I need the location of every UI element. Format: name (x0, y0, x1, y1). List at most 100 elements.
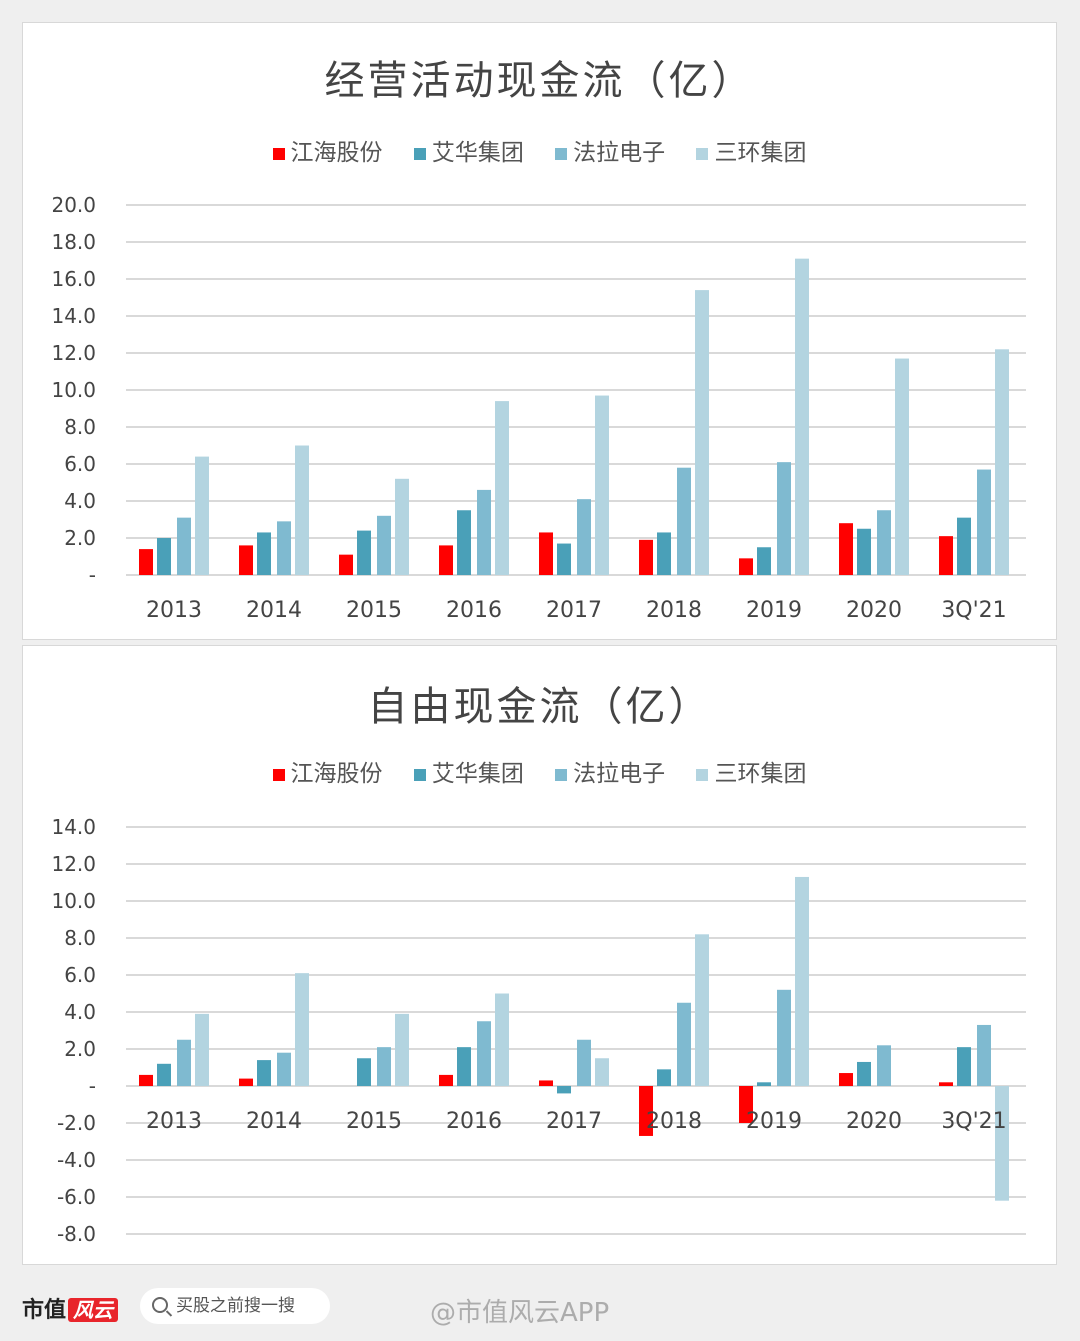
y-tick-label: 14.0 (51, 304, 96, 328)
y-tick-label: 10.0 (51, 378, 96, 402)
x-tick-label: 2019 (746, 598, 802, 623)
bar-法拉电子 (577, 499, 591, 575)
legend-item: 法拉电子 (555, 133, 665, 167)
bar-法拉电子 (477, 489, 491, 575)
y-tick-label: -8.0 (57, 1222, 96, 1246)
bar-三环集团 (295, 973, 309, 1086)
bar-三环集团 (195, 456, 209, 575)
bar-艾华集团 (757, 547, 771, 575)
bar-艾华集团 (857, 528, 871, 575)
chart-title: 自由现金流（亿） (367, 684, 712, 730)
bar-法拉电子 (777, 989, 791, 1086)
bar-艾华集团 (957, 1047, 971, 1086)
bar-艾华集团 (557, 543, 571, 575)
bar-艾华集团 (257, 1060, 271, 1086)
x-tick-label: 2019 (746, 1109, 802, 1134)
bar-江海股份 (839, 1073, 853, 1086)
y-tick-label: -6.0 (57, 1185, 96, 1209)
y-tick-label: 10.0 (51, 889, 96, 913)
y-tick-label: 12.0 (51, 341, 96, 365)
bar-三环集团 (195, 1013, 209, 1086)
bar-法拉电子 (977, 1024, 991, 1086)
legend-swatch (413, 148, 426, 160)
legend-label: 三环集团 (714, 140, 807, 166)
logo: 市值 风云 (22, 1292, 119, 1324)
legend-label: 艾华集团 (431, 140, 524, 166)
bar-法拉电子 (177, 517, 191, 575)
legend-item: 法拉电子 (555, 754, 665, 788)
bar-江海股份 (239, 545, 253, 575)
logo-text: 市值 (22, 1297, 67, 1323)
bar-江海股份 (139, 549, 153, 575)
x-tick-label: 2016 (446, 1109, 502, 1134)
bar-法拉电子 (877, 1045, 891, 1086)
bar-法拉电子 (677, 467, 691, 575)
chart-legend: 江海股份 艾华集团 法拉电子 三环集团 (23, 133, 1056, 167)
legend-label: 江海股份 (290, 761, 383, 787)
legend-label: 江海股份 (290, 140, 383, 166)
bar-法拉电子 (977, 469, 991, 575)
legend-item: 三环集团 (696, 133, 806, 167)
search-icon (152, 1297, 168, 1313)
search-placeholder: 买股之前搜一搜 (176, 1296, 295, 1316)
x-tick-label: 2016 (446, 598, 502, 623)
x-tick-label: 2017 (546, 1109, 602, 1134)
y-tick-label: 4.0 (64, 489, 96, 513)
bar-艾华集团 (257, 532, 271, 575)
legend-swatch (272, 148, 285, 160)
bar-三环集团 (395, 478, 409, 575)
bar-法拉电子 (877, 510, 891, 575)
bar-江海股份 (939, 1082, 953, 1086)
search-box[interactable]: 买股之前搜一搜 (140, 1288, 330, 1324)
y-tick-label: 14.0 (51, 815, 96, 839)
bar-江海股份 (639, 1086, 653, 1136)
bar-江海股份 (739, 1086, 753, 1123)
bar-艾华集团 (557, 1086, 571, 1094)
bar-艾华集团 (857, 1061, 871, 1086)
x-tick-label: 2013 (146, 598, 202, 623)
legend-swatch (696, 769, 709, 781)
x-tick-label: 2013 (146, 1109, 202, 1134)
y-tick-label: 8.0 (64, 415, 96, 439)
x-tick-label: 2014 (246, 1109, 302, 1134)
x-tick-label: 2014 (246, 598, 302, 623)
bar-三环集团 (795, 876, 809, 1086)
y-tick-label: -4.0 (57, 1148, 96, 1172)
y-tick-label: - (89, 563, 96, 587)
legend-item: 江海股份 (272, 133, 383, 167)
bar-法拉电子 (377, 515, 391, 575)
bar-三环集团 (595, 1058, 609, 1086)
legend-item: 艾华集团 (413, 754, 524, 788)
bar-江海股份 (439, 545, 453, 575)
bar-艾华集团 (157, 538, 171, 575)
x-tick-label: 2015 (346, 598, 402, 623)
y-tick-label: 8.0 (64, 926, 96, 950)
bar-三环集团 (395, 1013, 409, 1086)
bar-江海股份 (939, 536, 953, 575)
legend-label: 三环集团 (714, 761, 807, 787)
y-tick-label: 2.0 (64, 1037, 96, 1061)
bar-艾华集团 (157, 1063, 171, 1086)
bar-艾华集团 (657, 1069, 671, 1086)
free-cashflow-plot: -8.0-6.0-4.0-2.0-2.04.06.08.010.012.014.… (51, 815, 1026, 1246)
y-tick-label: 4.0 (64, 1000, 96, 1024)
legend-label: 法拉电子 (573, 140, 666, 166)
bar-三环集团 (895, 358, 909, 575)
x-tick-label: 3Q'21 (941, 598, 1006, 623)
bar-三环集团 (695, 290, 709, 575)
bar-法拉电子 (577, 1039, 591, 1086)
bar-法拉电子 (277, 1052, 291, 1086)
legend-swatch (555, 769, 568, 781)
bar-法拉电子 (777, 462, 791, 575)
bar-三环集团 (495, 401, 509, 575)
x-tick-label: 2020 (846, 598, 902, 623)
bar-三环集团 (995, 1086, 1009, 1201)
bar-江海股份 (839, 523, 853, 575)
bar-江海股份 (539, 532, 553, 575)
bar-艾华集团 (957, 517, 971, 575)
bar-艾华集团 (657, 532, 671, 575)
bar-艾华集团 (357, 530, 371, 575)
x-tick-label: 2018 (646, 1109, 702, 1134)
bar-江海股份 (239, 1078, 253, 1086)
bar-三环集团 (795, 258, 809, 575)
